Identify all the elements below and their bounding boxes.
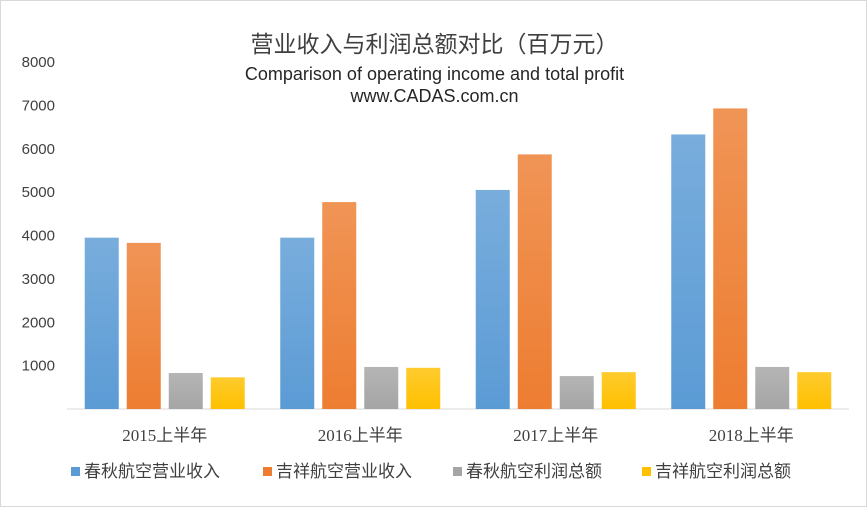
bar — [406, 367, 441, 409]
bar — [364, 366, 399, 409]
y-tick-label: 7000 — [22, 97, 55, 114]
bar — [755, 366, 790, 409]
bar — [559, 376, 594, 409]
x-axis: 2015上半年 2016上半年 2017上半年 2018上半年 — [122, 426, 794, 445]
y-axis: 1000 2000 3000 4000 5000 6000 7000 8000 — [22, 54, 55, 375]
bar — [517, 154, 552, 409]
bar — [168, 372, 203, 409]
legend-label: 吉祥航空营业收入 — [276, 462, 412, 481]
bar — [475, 189, 510, 409]
y-tick-label: 1000 — [22, 358, 55, 375]
legend-label: 春秋航空利润总额 — [466, 462, 602, 481]
legend-swatch — [642, 467, 651, 476]
x-tick-label: 2018上半年 — [709, 426, 794, 445]
legend: 春秋航空营业收入 吉祥航空营业收入 春秋航空利润总额 吉祥航空利润总额 — [71, 462, 791, 481]
y-tick-label: 6000 — [22, 141, 55, 158]
chart-title: 营业收入与利润总额对比（百万元） — [250, 32, 619, 58]
bar — [671, 134, 706, 409]
legend-label: 春秋航空营业收入 — [84, 462, 220, 481]
y-tick-label: 4000 — [22, 228, 55, 245]
x-tick-label: 2016上半年 — [318, 426, 403, 445]
legend-swatch — [71, 467, 80, 476]
chart-subtitle: Comparison of operating income and total… — [1, 63, 867, 107]
x-tick-label: 2017上半年 — [513, 426, 598, 445]
legend-swatch — [453, 467, 462, 476]
chart-subtitle-line1: Comparison of operating income and total… — [244, 64, 625, 84]
bar — [601, 372, 636, 409]
bar — [126, 242, 161, 409]
legend-swatch — [263, 467, 272, 476]
bar — [280, 237, 315, 409]
bar — [210, 377, 245, 409]
x-tick-label: 2015上半年 — [122, 426, 207, 445]
legend-label: 吉祥航空利润总额 — [655, 462, 791, 481]
bar — [322, 202, 357, 409]
chart-subtitle-line2: www.CADAS.com.cn — [350, 86, 519, 106]
bar — [797, 372, 832, 409]
bars — [84, 108, 832, 409]
bar — [713, 108, 748, 409]
y-tick-label: 8000 — [22, 54, 55, 71]
y-tick-label: 2000 — [22, 314, 55, 331]
y-tick-label: 3000 — [22, 271, 55, 288]
y-tick-label: 5000 — [22, 184, 55, 201]
bar — [84, 237, 119, 409]
